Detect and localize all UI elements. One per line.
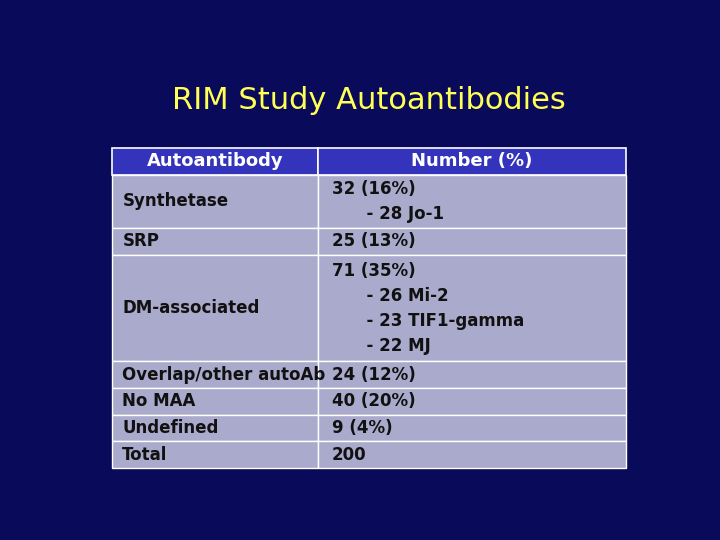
- Bar: [112, 441, 318, 468]
- Text: DM-associated: DM-associated: [122, 299, 260, 317]
- Bar: [112, 415, 318, 441]
- Bar: [112, 174, 318, 228]
- Text: Autoantibody: Autoantibody: [147, 152, 283, 170]
- Bar: [112, 255, 318, 361]
- Text: 24 (12%): 24 (12%): [332, 366, 415, 384]
- Text: SRP: SRP: [122, 232, 159, 251]
- Bar: [112, 228, 318, 255]
- Bar: [318, 148, 626, 174]
- Bar: [318, 441, 626, 468]
- Bar: [318, 361, 626, 388]
- Text: 25 (13%): 25 (13%): [332, 232, 415, 251]
- Bar: [318, 255, 626, 361]
- Text: 32 (16%)
      - 28 Jo-1: 32 (16%) - 28 Jo-1: [332, 180, 444, 223]
- Text: 40 (20%): 40 (20%): [332, 393, 415, 410]
- Bar: [112, 388, 318, 415]
- Bar: [318, 415, 626, 441]
- Bar: [318, 174, 626, 228]
- Bar: [112, 361, 318, 388]
- Bar: [318, 388, 626, 415]
- Text: RIM Study Autoantibodies: RIM Study Autoantibodies: [172, 86, 566, 114]
- Text: No MAA: No MAA: [122, 393, 196, 410]
- Text: Number (%): Number (%): [411, 152, 532, 170]
- Text: 200: 200: [332, 446, 366, 464]
- Bar: [318, 228, 626, 255]
- Text: 9 (4%): 9 (4%): [332, 419, 392, 437]
- Text: Synthetase: Synthetase: [122, 192, 228, 210]
- Bar: [112, 148, 318, 174]
- Text: Undefined: Undefined: [122, 419, 219, 437]
- Text: Total: Total: [122, 446, 168, 464]
- Text: 71 (35%)
      - 26 Mi-2
      - 23 TIF1-gamma
      - 22 MJ: 71 (35%) - 26 Mi-2 - 23 TIF1-gamma - 22 …: [332, 261, 524, 355]
- Text: Overlap/other autoAb: Overlap/other autoAb: [122, 366, 325, 384]
